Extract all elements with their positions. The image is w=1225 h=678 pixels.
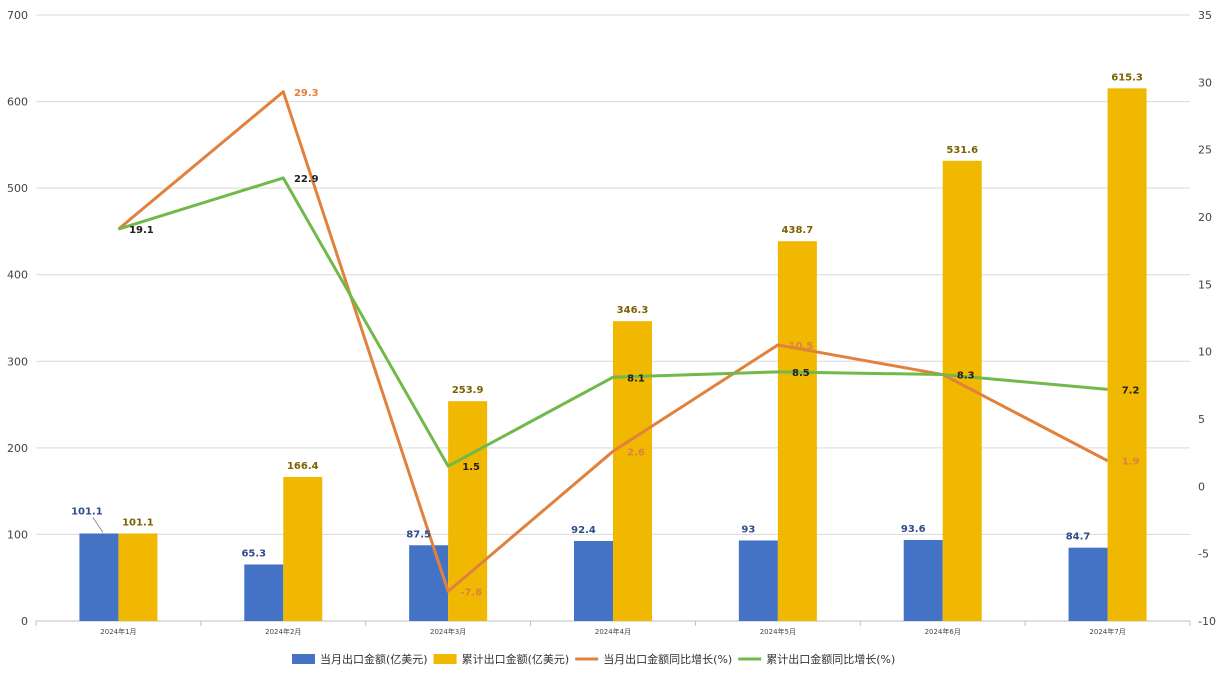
data-labels: 101.1 65.3 87.5 92.4 93 93.6 84.7 101.1 166.4 253… [71, 72, 1143, 598]
x-tick-label: 2024年3月 [430, 627, 466, 636]
bar-data-label: 92.4 [571, 525, 596, 536]
bar-data-label: 166.4 [287, 461, 319, 472]
lines [117, 90, 1109, 593]
line-data-label: 8.5 [792, 368, 810, 379]
bar-data-label: 438.7 [782, 225, 814, 236]
bar [574, 541, 613, 621]
bar-data-label: 615.3 [1111, 72, 1143, 83]
bar-data-label: 346.3 [617, 305, 649, 316]
y-left-tick-label: 700 [7, 9, 28, 22]
bar-data-label: 93.6 [901, 524, 926, 535]
legend: 当月出口金额(亿美元) 累计出口金额(亿美元) 当月出口金额同比增长(%) 累计出口金… [292, 652, 895, 666]
y-right-tick-label: -10 [1198, 615, 1216, 628]
y-left-tick-label: 300 [7, 355, 28, 368]
bar-data-label: 101.1 [122, 517, 154, 528]
line-data-label: 1.9 [1122, 457, 1140, 468]
y-right-tick-label: -5 [1198, 548, 1209, 561]
bar [613, 321, 652, 621]
line-data-label: 7.2 [1122, 385, 1140, 396]
x-tick-label: 2024年5月 [760, 627, 796, 636]
bar [409, 545, 449, 621]
y-right-tick-label: 20 [1198, 211, 1212, 224]
bar [283, 476, 323, 621]
y-left-tick-label: 100 [7, 528, 28, 541]
line-data-label: 29.3 [294, 88, 319, 99]
bar [1068, 547, 1108, 621]
y-right-tick-label: 5 [1198, 413, 1205, 426]
bar-data-label: 84.7 [1066, 532, 1091, 543]
line-data-label: -7.8 [460, 587, 482, 598]
line-data-label: 8.1 [627, 373, 645, 384]
line-data-label: 8.3 [957, 371, 975, 382]
legend-swatch [292, 654, 315, 664]
bar-data-label: 65.3 [241, 548, 266, 559]
y-right-tick-label: 25 [1198, 144, 1212, 157]
legend-entry: 累计出口金额同比增长(%) [766, 652, 895, 666]
x-tick-label: 2024年2月 [265, 627, 301, 636]
y-right-tick-label: 15 [1198, 278, 1212, 291]
line-data-label: 19.1 [129, 225, 154, 236]
legend-entry: 当月出口金额(亿美元) [320, 652, 428, 666]
bar [738, 540, 778, 621]
bar [244, 564, 284, 621]
leader-line [92, 517, 104, 533]
bar-data-label: 101.1 [71, 506, 103, 517]
legend-entry: 当月出口金额同比增长(%) [603, 652, 732, 666]
legend-swatch [433, 654, 457, 664]
bar-data-label: 87.5 [406, 529, 431, 540]
bar [1107, 88, 1147, 622]
bar-data-label: 253.9 [452, 385, 484, 396]
bar-data-label: 93 [741, 524, 755, 535]
line-data-label: 10.5 [789, 341, 814, 352]
line-data-label: 8.3 [957, 371, 975, 382]
y-right-tick-label: 30 [1198, 76, 1212, 89]
bar [118, 533, 158, 621]
y-right-tick-label: 0 [1198, 480, 1205, 493]
y-right-tick-label: 35 [1198, 9, 1212, 22]
bar [79, 533, 119, 621]
y-left-tick-label: 600 [7, 96, 28, 109]
axes: 0 100 200 300 400 500 600 700 -10 -5 0 5 10 15 20 25 30 3… [7, 9, 1216, 636]
y-left-tick-label: 0 [21, 615, 28, 628]
x-tick-label: 2024年6月 [925, 627, 961, 636]
y-left-tick-label: 400 [7, 269, 28, 282]
y-right-tick-label: 10 [1198, 346, 1212, 359]
bar [777, 241, 817, 622]
line-data-label: 2.6 [627, 447, 645, 458]
line-data-label: 19.1 [129, 225, 154, 236]
x-tick-label: 2024年1月 [100, 627, 136, 636]
line-data-label: 1.5 [462, 462, 480, 473]
y-left-tick-label: 200 [7, 442, 28, 455]
x-tick-label: 2024年7月 [1089, 627, 1125, 636]
line-data-label: 22.9 [294, 174, 319, 185]
y-left-tick-label: 500 [7, 182, 28, 195]
legend-entry: 累计出口金额(亿美元) [462, 652, 570, 666]
bar [903, 539, 943, 621]
series-line [117, 176, 1108, 468]
bars [79, 88, 1147, 622]
bar-data-label: 531.6 [946, 145, 978, 156]
x-tick-label: 2024年4月 [595, 627, 631, 636]
